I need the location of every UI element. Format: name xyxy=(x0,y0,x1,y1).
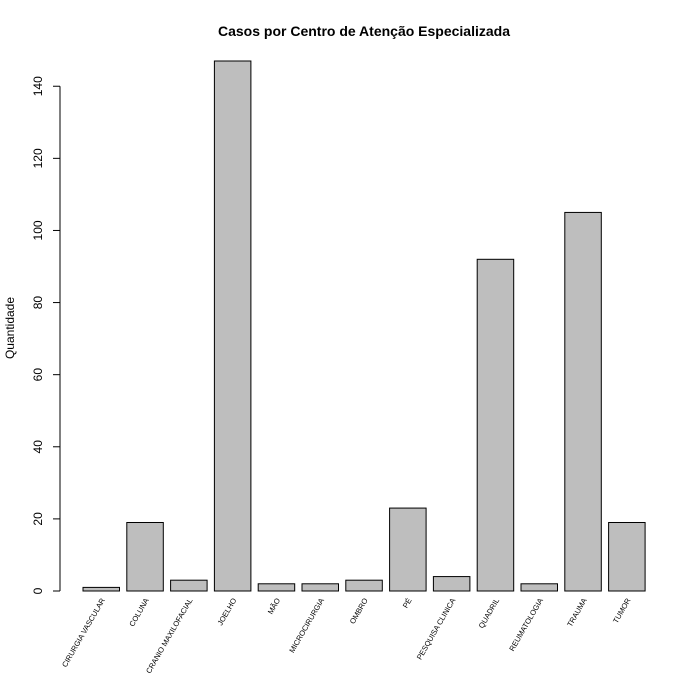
bar xyxy=(520,583,558,592)
y-tick-label: 120 xyxy=(31,148,45,168)
y-tick-label: 100 xyxy=(31,220,45,240)
bar xyxy=(564,211,602,592)
y-tick-label: 20 xyxy=(31,512,45,526)
y-tick-label: 140 xyxy=(31,76,45,96)
bar xyxy=(126,521,164,592)
x-tick-label: CIRURGIA VASCULAR xyxy=(60,596,107,669)
bar xyxy=(82,586,120,592)
bar xyxy=(257,583,296,592)
x-tick-label: REUMATOLOGIA xyxy=(507,597,545,653)
bar xyxy=(345,579,383,592)
bar xyxy=(476,258,515,592)
x-tick-label: MICROCIRURGIA xyxy=(287,597,326,655)
bar xyxy=(213,60,252,592)
x-tick-label: COLUNA xyxy=(127,597,150,629)
x-tick-label: MÃO xyxy=(266,596,282,615)
bars xyxy=(82,60,646,592)
chart-title: Casos por Centro de Atenção Especializad… xyxy=(218,23,510,39)
x-tick-label: TUMOR xyxy=(611,596,633,625)
y-tick-label: 40 xyxy=(31,440,45,454)
x-tick-label: QUADRIL xyxy=(477,597,501,630)
bar xyxy=(301,583,339,592)
x-tick-label: OMBRO xyxy=(348,596,370,625)
x-tick-label: PESQUISA CLINICA xyxy=(415,597,458,662)
bar xyxy=(432,576,471,592)
y-axis: 0 20 40 60 80 100 120 140 xyxy=(31,76,61,594)
bar xyxy=(608,521,646,592)
y-tick-label: 80 xyxy=(31,296,45,310)
bar xyxy=(389,507,427,592)
x-tick-label: TRAUMA xyxy=(565,597,589,629)
y-tick-label: 0 xyxy=(31,587,45,594)
x-tick-label: CRANIO MAXILOFACIAL xyxy=(144,597,195,675)
x-tick-label: JOELHO xyxy=(216,596,239,627)
y-axis-label: Quantidade xyxy=(3,297,17,359)
x-tick-label: PÉ xyxy=(401,597,414,610)
y-tick-label: 60 xyxy=(31,368,45,382)
bar xyxy=(170,579,208,592)
